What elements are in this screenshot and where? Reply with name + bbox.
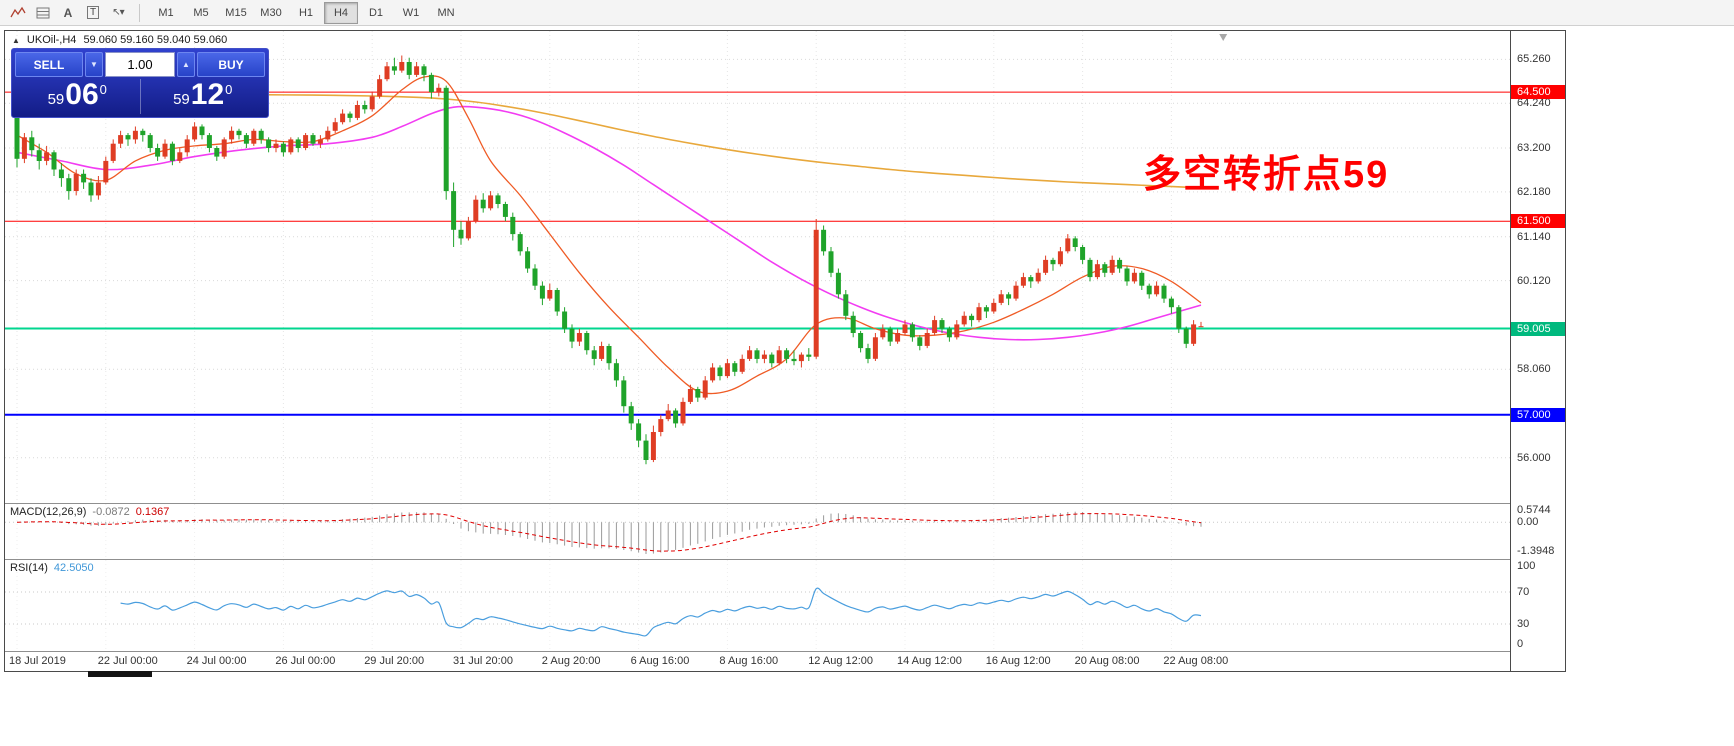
- timeframe-m15[interactable]: M15: [225, 6, 247, 19]
- cursor-a-icon[interactable]: A: [63, 5, 73, 20]
- time-axis[interactable]: 18 Jul 2019 22 Jul 00:00 24 Jul 00:00 26 Ju…: [5, 652, 1510, 671]
- bottom-tab-fragment: [88, 671, 152, 677]
- mid-ma-line: [16, 105, 1202, 341]
- rsi-axis-label: 30: [1517, 618, 1530, 630]
- sell-price-big: 06: [65, 78, 99, 111]
- macd-value-signal: 0.1367: [135, 506, 170, 518]
- time-label: 29 Jul 20:00: [364, 655, 425, 667]
- timeframe-m5[interactable]: M5: [193, 6, 209, 19]
- time-label: 6 Aug 16:00: [630, 655, 690, 667]
- pointer-mode-icon[interactable]: ↖▾: [112, 7, 124, 18]
- price-tick: 64.240: [1517, 97, 1551, 110]
- rsi-label: RSI(14): [10, 562, 48, 574]
- time-label: 22 Aug 08:00: [1163, 655, 1229, 667]
- rsi-label-row: RSI(14) 42.5050: [10, 562, 94, 574]
- data-grid-icon[interactable]: [31, 3, 55, 23]
- price-axis[interactable]: 65.260 64.240 63.200 62.180 61.140 60.120 58.0…: [1510, 31, 1565, 671]
- price-chart-svg: [5, 31, 1510, 503]
- price-axis-main: 65.260 64.240 63.200 62.180 61.140 60.120 58.0…: [1511, 31, 1565, 503]
- rsi-axis-label: 0: [1517, 638, 1524, 650]
- time-label: 22 Jul 00:00: [97, 655, 158, 667]
- time-label: 20 Aug 08:00: [1074, 655, 1140, 667]
- ohlc-values: 59.060 59.160 59.040 59.060: [83, 34, 228, 46]
- macd-value-main: -0.0872: [92, 506, 130, 518]
- time-label: 18 Jul 2019: [9, 655, 66, 667]
- rsi-plot[interactable]: RSI(14) 42.5050: [5, 560, 1510, 651]
- time-label: 26 Jul 00:00: [275, 655, 336, 667]
- price-tick: 63.200: [1517, 142, 1551, 155]
- buy-price-sup: 0: [225, 82, 233, 97]
- rsi-line: [120, 587, 1202, 637]
- time-label: 31 Jul 20:00: [453, 655, 513, 667]
- price-tick: 65.260: [1517, 53, 1551, 66]
- symbol-period-label: UKOil-,H4: [26, 34, 77, 46]
- price-tick: 58.060: [1517, 363, 1551, 376]
- time-label: 16 Aug 12:00: [985, 655, 1051, 667]
- macd-label-row: MACD(12,26,9) -0.0872 0.1367: [10, 506, 169, 518]
- chart-header: ▲ UKOil-,H4 59.060 59.160 59.040 59.060: [12, 34, 227, 46]
- timeframe-m1[interactable]: M1: [158, 6, 174, 19]
- sell-price-sup: 0: [99, 82, 107, 97]
- buy-price-display[interactable]: 59 12 0: [141, 79, 266, 114]
- buy-price-int: 59: [173, 91, 190, 108]
- timeframe-h1[interactable]: H1: [298, 6, 314, 19]
- panel-separator: [5, 651, 1565, 652]
- macd-axis-label: -1.3948: [1517, 545, 1555, 557]
- rsi-axis-label: 100: [1517, 560, 1536, 572]
- macd-svg: [5, 504, 1510, 559]
- collapse-panel-icon[interactable]: ▲: [12, 35, 20, 45]
- toolbar-icons: A T ↖▾: [6, 3, 130, 23]
- macd-plot[interactable]: MACD(12,26,9) -0.0872 0.1367: [5, 504, 1510, 559]
- macd-axis-label: 0.5744: [1517, 504, 1551, 516]
- indicator-zigzag-icon[interactable]: [6, 3, 30, 23]
- price-tick: 56.000: [1517, 451, 1551, 464]
- chart-window: ▲ UKOil-,H4 59.060 59.160 59.040 59.060 …: [4, 30, 1566, 672]
- rsi-value: 42.5050: [53, 562, 94, 574]
- time-label: 2 Aug 20:00: [541, 655, 601, 667]
- panel-separator[interactable]: [5, 559, 1565, 560]
- sell-button[interactable]: SELL: [15, 52, 83, 77]
- timeframe-buttons: M1 M5 M15 M30 H1 H4 D1 W1 MN: [149, 1, 463, 24]
- text-label-icon[interactable]: T: [81, 3, 105, 23]
- macd-axis: 0.5744 0.00 -1.3948: [1511, 504, 1565, 559]
- timeframe-d1[interactable]: D1: [368, 6, 384, 19]
- macd-axis-label: 0.00: [1517, 516, 1539, 529]
- macd-label: MACD(12,26,9): [10, 506, 87, 518]
- chart-shift-marker: [1219, 34, 1228, 41]
- price-tick: 60.120: [1517, 274, 1551, 287]
- one-click-trade-panel: SELL ▼ ▲ BUY 59 06 0 59 12 0: [11, 48, 269, 118]
- price-tag-59.005: 59.005: [1511, 321, 1565, 336]
- price-tick: 62.180: [1517, 185, 1551, 198]
- toolbar-separator: [139, 3, 140, 22]
- panel-separator[interactable]: [5, 503, 1565, 504]
- price-tag-61.500: 61.500: [1511, 214, 1565, 229]
- volume-decrease-button[interactable]: ▼: [85, 52, 103, 77]
- buy-button[interactable]: BUY: [197, 52, 265, 77]
- slow-ma-line: [17, 93, 1202, 189]
- rsi-axis-label: 70: [1517, 586, 1530, 598]
- time-label: 12 Aug 12:00: [808, 655, 874, 667]
- toolbar: A T ↖▾ M1 M5 M15 M30 H1 H4 D1 W1 MN: [0, 0, 1734, 26]
- rsi-svg: [5, 560, 1510, 651]
- timeframe-mn[interactable]: MN: [437, 6, 455, 19]
- main-plot[interactable]: ▲ UKOil-,H4 59.060 59.160 59.040 59.060 …: [5, 31, 1510, 503]
- buy-price-big: 12: [190, 78, 225, 111]
- timeframe-h4[interactable]: H4: [324, 1, 358, 24]
- price-tag-64.500: 64.500: [1511, 85, 1565, 100]
- volume-input[interactable]: [105, 52, 175, 77]
- price-tick: 61.140: [1517, 230, 1551, 243]
- timeframe-m30[interactable]: M30: [260, 6, 282, 19]
- chart-annotation: 多空转折点59: [1143, 154, 1390, 196]
- price-tag-57.000: 57.000: [1511, 407, 1565, 422]
- sell-price-display[interactable]: 59 06 0: [15, 79, 141, 114]
- timeframe-w1[interactable]: W1: [402, 6, 420, 19]
- time-label: 8 Aug 16:00: [719, 655, 779, 667]
- sell-price-int: 59: [47, 91, 65, 108]
- volume-increase-button[interactable]: ▲: [177, 52, 195, 77]
- time-label: 24 Jul 00:00: [186, 655, 247, 667]
- time-label: 14 Aug 12:00: [897, 655, 962, 667]
- rsi-axis: 100 70 30 0: [1511, 560, 1565, 651]
- macd-signal-line: [16, 513, 1202, 552]
